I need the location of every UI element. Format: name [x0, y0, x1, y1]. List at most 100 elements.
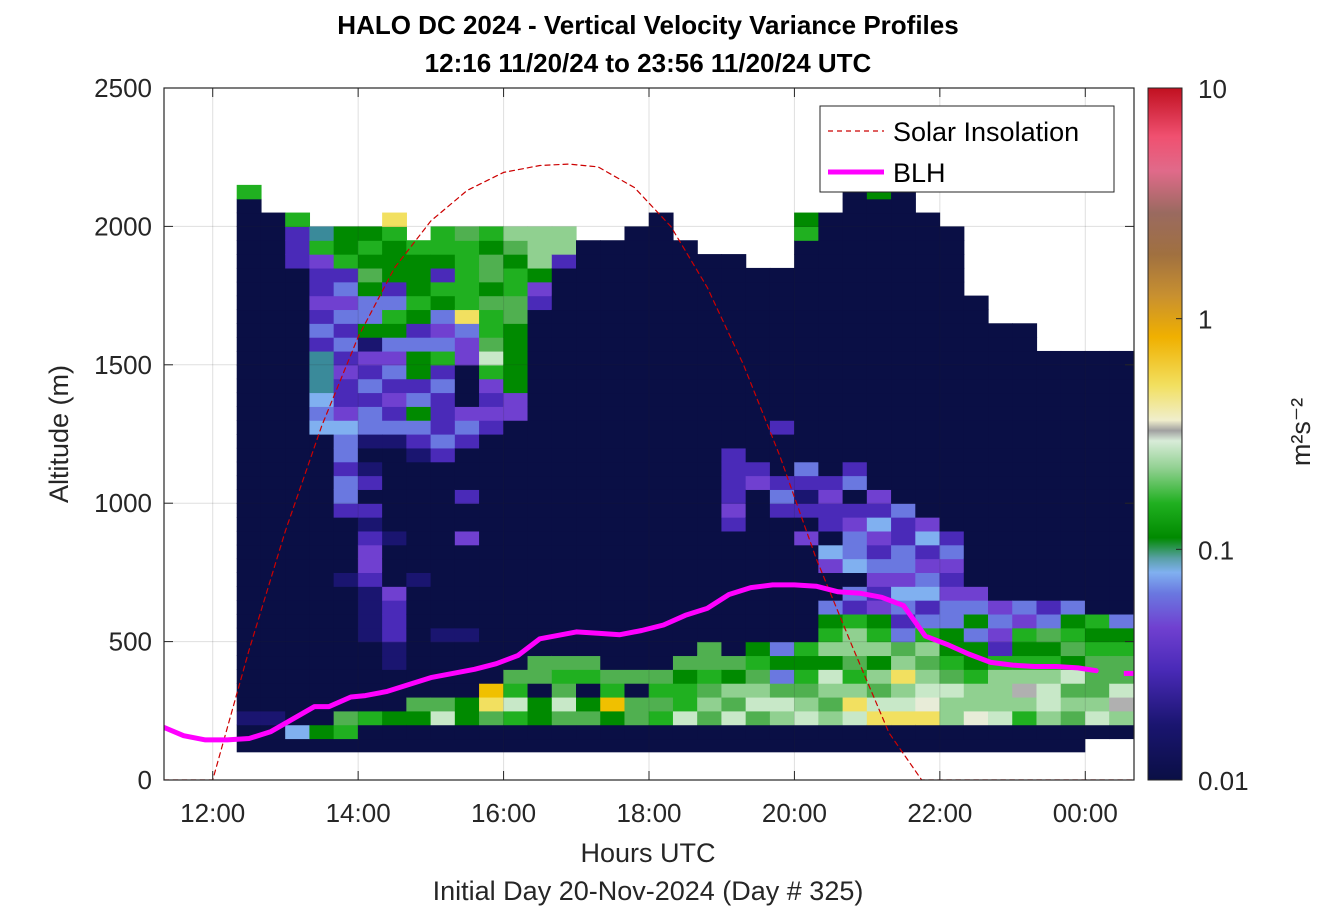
heatmap-cell [309, 600, 335, 615]
heatmap-cell [1255, 406, 1280, 420]
heatmap-cell [939, 337, 965, 352]
heatmap-cell [333, 641, 359, 657]
heatmap-cell [672, 530, 698, 546]
heatmap-cell [672, 434, 698, 449]
heatmap-cell [551, 337, 577, 352]
heatmap-cell [1303, 642, 1328, 656]
heatmap-cell [236, 600, 262, 615]
heatmap-cell [1036, 447, 1062, 463]
heatmap-cell [1036, 406, 1062, 421]
heatmap-cell [624, 517, 650, 532]
heatmap-cell [527, 558, 553, 573]
heatmap-cell [672, 544, 698, 560]
heatmap-cell [721, 461, 747, 477]
heatmap-cell [1060, 669, 1086, 684]
heatmap-cell [697, 350, 723, 366]
heatmap-cell [430, 503, 456, 518]
heatmap-cell [430, 378, 456, 394]
heatmap-cell [236, 669, 262, 684]
heatmap-cell [260, 447, 286, 463]
heatmap-cell [406, 434, 432, 449]
heatmap-cell [963, 517, 989, 532]
heatmap-cell [915, 281, 941, 297]
heatmap-cell [285, 350, 311, 366]
heatmap-cell [309, 295, 335, 311]
heatmap-cell [236, 489, 262, 504]
heatmap-cell [576, 337, 601, 352]
heatmap-cell [600, 406, 626, 421]
heatmap-cell [721, 475, 747, 490]
heatmap-cell [745, 378, 771, 394]
heatmap-cell [309, 350, 335, 366]
heatmap-cell [866, 669, 892, 684]
heatmap-cell [842, 281, 868, 297]
heatmap-cell [794, 710, 819, 726]
heatmap-cell [1109, 558, 1134, 573]
heatmap-cell [357, 461, 383, 477]
heatmap-cell [1255, 545, 1280, 559]
heatmap-cell [891, 489, 916, 504]
heatmap-cell [527, 406, 553, 421]
heatmap-cell [915, 323, 941, 338]
heatmap-cell [1109, 641, 1134, 657]
heatmap-cell [866, 420, 892, 435]
heatmap-cell [1060, 475, 1086, 490]
heatmap-cell [939, 558, 965, 573]
heatmap-cell [672, 392, 698, 407]
heatmap-cell [551, 309, 577, 324]
heatmap-cell [236, 309, 262, 324]
heatmap-cell [382, 420, 407, 435]
heatmap-cell [1206, 379, 1231, 393]
heatmap-cell [624, 696, 650, 712]
heatmap-cell [697, 696, 723, 712]
heatmap-cell [939, 309, 965, 324]
heatmap-cell [503, 406, 529, 421]
heatmap-cell [1230, 476, 1255, 490]
heatmap-cell [769, 530, 795, 546]
heatmap-cell [285, 586, 311, 601]
heatmap-cell [1012, 710, 1038, 726]
heatmap-cell [285, 475, 311, 490]
heatmap-cell [624, 350, 650, 366]
heatmap-cell [915, 350, 941, 366]
heatmap-cell [357, 434, 383, 449]
heatmap-cell [1182, 628, 1207, 642]
heatmap-cell [818, 517, 844, 532]
heatmap-cell [818, 503, 844, 518]
heatmap-cell [939, 364, 965, 380]
heatmap-cell [382, 254, 407, 269]
heatmap-cell [624, 544, 650, 560]
heatmap-cell [382, 240, 407, 255]
heatmap-cell [1230, 503, 1255, 517]
heatmap-cell [406, 572, 432, 587]
heatmap-cell [527, 447, 553, 463]
heatmap-cell [1182, 642, 1207, 656]
heatmap-cell [503, 530, 529, 546]
heatmap-cell [479, 295, 504, 311]
heatmap-cell [576, 364, 601, 380]
heatmap-cell [1182, 697, 1207, 711]
heatmap-cell [333, 544, 359, 560]
heatmap-cell [818, 530, 844, 546]
heatmap-cell [963, 627, 989, 643]
heatmap-cell [866, 337, 892, 352]
heatmap-cell [382, 309, 407, 324]
heatmap-cell [382, 572, 407, 587]
heatmap-cell [915, 558, 941, 573]
heatmap-cell [576, 489, 601, 504]
heatmap-cell [624, 683, 650, 698]
heatmap-cell [1109, 710, 1134, 726]
heatmap-cell [600, 489, 626, 504]
heatmap-cell [866, 600, 892, 615]
heatmap-cell [1012, 586, 1038, 601]
heatmap-cell [333, 683, 359, 698]
heatmap-cell [576, 267, 601, 283]
heatmap-cell [1109, 489, 1134, 504]
heatmap-cell [745, 406, 771, 421]
heatmap-cell [236, 586, 262, 601]
heatmap-cell [891, 323, 916, 338]
heatmap-cell [430, 309, 456, 324]
heatmap-cell [939, 530, 965, 546]
heatmap-cell [479, 586, 504, 601]
heatmap-cell [1060, 392, 1086, 407]
